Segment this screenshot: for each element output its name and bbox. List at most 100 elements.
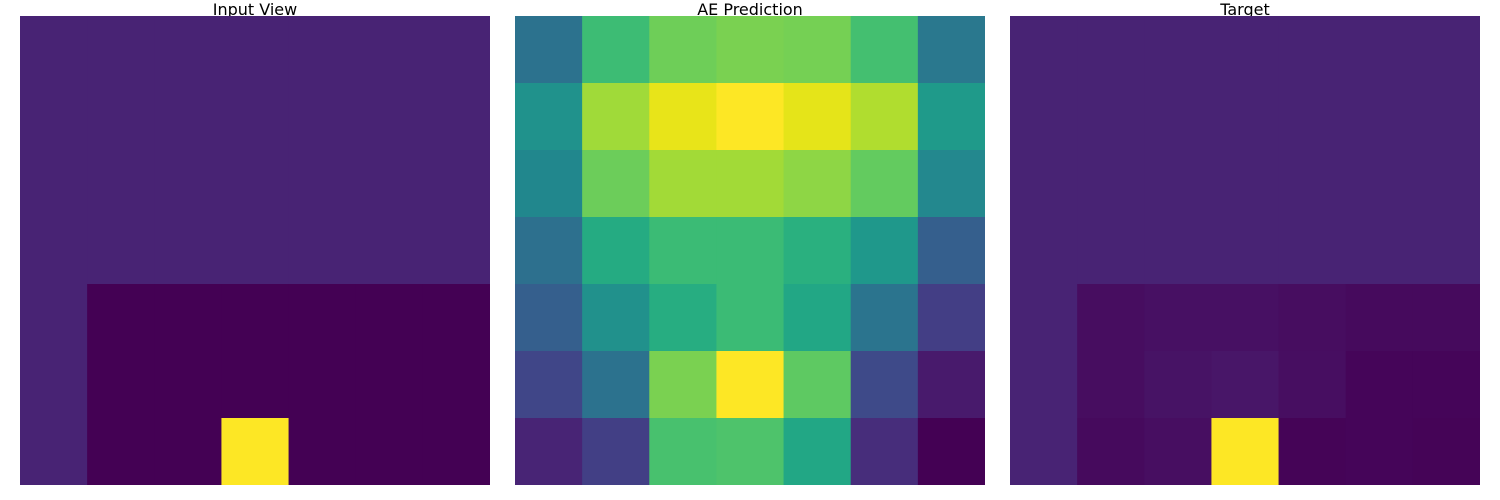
heatmap-cell-r2-c1	[87, 150, 155, 218]
heatmap-cell-r2-c6	[917, 150, 985, 218]
heatmap-cell-r5-c6	[917, 351, 985, 419]
heatmap-cell-r4-c2	[649, 284, 718, 352]
heatmap-cell-r5-c1	[87, 351, 155, 419]
heatmap-cell-r6-c0	[1010, 418, 1078, 485]
heatmap-cell-r4-c6	[917, 284, 985, 352]
heatmap-cell-r0-c5	[850, 16, 919, 84]
heatmap-cell-r1-c3	[221, 83, 290, 151]
heatmap-cell-r6-c6	[422, 418, 490, 485]
heatmap-cell-r2-c4	[783, 150, 852, 218]
heatmap-cell-r4-c0	[20, 284, 88, 352]
heatmap-cell-r0-c5	[1345, 16, 1414, 84]
heatmap-cell-r4-c4	[783, 284, 852, 352]
heatmap-cell-r6-c2	[1144, 418, 1213, 485]
heatmap-cell-r1-c4	[288, 83, 357, 151]
heatmap-cell-r6-c3	[221, 418, 290, 485]
heatmap-cell-r4-c0	[515, 284, 583, 352]
heatmap-cell-r5-c0	[1010, 351, 1078, 419]
heatmap-cell-r3-c0	[1010, 217, 1078, 285]
heatmap-cell-r5-c1	[1077, 351, 1145, 419]
heatmap-cell-r0-c3	[221, 16, 290, 84]
heatmap-cell-r4-c3	[221, 284, 290, 352]
heatmap-cell-r3-c3	[1211, 217, 1280, 285]
heatmap-cell-r0-c4	[783, 16, 852, 84]
heatmap-cell-r4-c1	[87, 284, 155, 352]
heatmap-cell-r4-c0	[1010, 284, 1078, 352]
heatmap-cell-r1-c3	[716, 83, 785, 151]
heatmap-cell-r2-c4	[288, 150, 357, 218]
heatmap-cell-r1-c1	[582, 83, 650, 151]
heatmap-cell-r1-c0	[20, 83, 88, 151]
heatmap-cell-r1-c2	[154, 83, 223, 151]
heatmap-cell-r0-c2	[1144, 16, 1213, 84]
heatmap-cell-r5-c3	[1211, 351, 1280, 419]
heatmap-cell-r0-c1	[1077, 16, 1145, 84]
heatmap-cell-r1-c4	[783, 83, 852, 151]
heatmap-cell-r2-c2	[154, 150, 223, 218]
heatmap-cell-r6-c4	[288, 418, 357, 485]
heatmap-cell-r1-c6	[917, 83, 985, 151]
heatmap-cell-r2-c5	[850, 150, 919, 218]
heatmap-cell-r3-c6	[422, 217, 490, 285]
heatmap-cell-r4-c2	[154, 284, 223, 352]
heatmap-cell-r2-c4	[1278, 150, 1347, 218]
heatmap-cell-r0-c6	[917, 16, 985, 84]
heatmap-cell-r6-c6	[917, 418, 985, 485]
heatmap-cell-r3-c5	[850, 217, 919, 285]
heatmap-cell-r3-c3	[716, 217, 785, 285]
heatmap-cell-r0-c5	[355, 16, 424, 84]
heatmap-cell-r2-c1	[1077, 150, 1145, 218]
heatmap-cell-r0-c3	[716, 16, 785, 84]
heatmap-cell-r3-c2	[649, 217, 718, 285]
heatmap-cell-r5-c5	[1345, 351, 1414, 419]
heatmap-cell-r1-c3	[1211, 83, 1280, 151]
heatmap-cell-r6-c5	[1345, 418, 1414, 485]
heatmap-cell-r2-c0	[515, 150, 583, 218]
heatmap-cell-r2-c6	[422, 150, 490, 218]
heatmap-cell-r6-c2	[154, 418, 223, 485]
heatmap-cell-r3-c4	[288, 217, 357, 285]
ae-prediction-heatmap	[515, 16, 985, 485]
input-view-panel: Input View	[20, 2, 490, 485]
heatmap-cell-r5-c6	[422, 351, 490, 419]
heatmap-cell-r4-c3	[1211, 284, 1280, 352]
heatmap-cell-r4-c4	[288, 284, 357, 352]
heatmap-cell-r5-c2	[1144, 351, 1213, 419]
heatmap-cell-r3-c5	[355, 217, 424, 285]
ae-prediction-panel: AE Prediction	[515, 2, 985, 485]
heatmap-cell-r3-c5	[1345, 217, 1414, 285]
target-heatmap	[1010, 16, 1480, 485]
heatmap-cell-r1-c1	[87, 83, 155, 151]
heatmap-cell-r5-c0	[515, 351, 583, 419]
heatmap-cell-r1-c1	[1077, 83, 1145, 151]
heatmap-cell-r4-c4	[1278, 284, 1347, 352]
heatmap-cell-r5-c4	[288, 351, 357, 419]
heatmap-cell-r5-c5	[355, 351, 424, 419]
heatmap-cell-r0-c1	[87, 16, 155, 84]
ae-prediction-title: AE Prediction	[697, 0, 803, 19]
heatmap-cell-r3-c6	[1412, 217, 1480, 285]
heatmap-cell-r0-c0	[1010, 16, 1078, 84]
heatmap-cell-r6-c4	[783, 418, 852, 485]
heatmap-cell-r0-c4	[1278, 16, 1347, 84]
heatmap-cell-r4-c5	[355, 284, 424, 352]
heatmap-cell-r0-c2	[649, 16, 718, 84]
heatmap-cell-r4-c6	[422, 284, 490, 352]
heatmap-cell-r4-c5	[1345, 284, 1414, 352]
heatmap-cell-r0-c4	[288, 16, 357, 84]
heatmap-cell-r2-c5	[355, 150, 424, 218]
heatmap-cell-r4-c6	[1412, 284, 1480, 352]
heatmap-cell-r2-c0	[20, 150, 88, 218]
heatmap-cell-r3-c4	[783, 217, 852, 285]
heatmap-cell-r2-c2	[649, 150, 718, 218]
heatmap-cell-r0-c0	[20, 16, 88, 84]
heatmap-cell-r2-c6	[1412, 150, 1480, 218]
heatmap-cell-r4-c2	[1144, 284, 1213, 352]
heatmap-cell-r6-c2	[649, 418, 718, 485]
heatmap-cell-r5-c4	[1278, 351, 1347, 419]
heatmap-cell-r0-c0	[515, 16, 583, 84]
heatmap-cell-r1-c5	[850, 83, 919, 151]
input-view-heatmap	[20, 16, 490, 485]
heatmap-cell-r1-c5	[1345, 83, 1414, 151]
heatmap-cell-r6-c3	[1211, 418, 1280, 485]
